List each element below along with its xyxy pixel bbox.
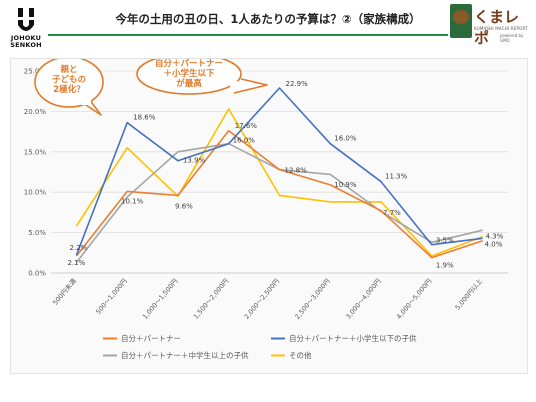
data-label: 22.9%	[286, 80, 309, 88]
y-tick-label: 0.0%	[28, 270, 46, 278]
data-label: 10.9%	[334, 181, 357, 189]
brand-powered-by: powered by GMO	[500, 33, 524, 43]
brand-mascot-icon	[450, 4, 472, 38]
y-tick-label: 10.0%	[24, 189, 47, 197]
data-label: 16.0%	[233, 137, 256, 145]
x-tick-label: 5,000円以上	[453, 276, 485, 311]
x-tick-label: 1,000～1,500円	[141, 277, 179, 321]
x-tick-label: 1,500～2,000円	[192, 277, 230, 321]
brand-subtitle: KUMASHI MACHI REPORT	[474, 26, 528, 31]
series-line	[75, 108, 483, 257]
data-label: 12.8%	[285, 167, 308, 175]
callout-bubble-2	[136, 59, 242, 95]
y-tick-label: 20.0%	[24, 108, 47, 116]
chart-data-labels: 2.1% 10.1% 9.6% 17.6% 12.8% 10.9% 7.7% 1.9% 4.0%…	[67, 80, 503, 270]
callout-bubble-1	[34, 59, 104, 108]
x-tick-label: 2,000～2,500円	[243, 277, 281, 321]
y-tick-label: 25.0%	[24, 68, 47, 76]
data-label: 9.6%	[175, 202, 193, 210]
company-logo: JOHOKU SENKOH	[8, 8, 42, 52]
data-label: 7.7%	[383, 209, 401, 217]
company-logo-line1: JOHOKU	[10, 34, 42, 42]
callout-text: 親と	[60, 64, 77, 75]
legend-label: 自分＋パートナー＋中学生以上の子供	[121, 350, 249, 360]
callout-text: ＋小学生以下	[163, 68, 215, 79]
data-label: 4.0%	[485, 241, 503, 249]
company-logo-line2: SENKOH	[10, 41, 42, 49]
series-line	[75, 87, 483, 256]
line-chart: 0.0% 5.0% 10.0% 15.0% 20.0% 25.0% 500円未満 500～1,…	[24, 59, 508, 360]
x-tick-label: 3,000～4,000円	[344, 277, 382, 321]
page-title: 今年の土用の丑の日、1人あたりの予算は？②（家族構成）	[115, 12, 421, 26]
data-label: 1.9%	[436, 262, 454, 270]
legend-label: 自分＋パートナー＋小学生以下の子供	[289, 333, 417, 343]
x-tick-label: 500円未満	[51, 276, 79, 307]
callout-text: が最高	[176, 78, 202, 89]
y-tick-label: 5.0%	[28, 229, 46, 237]
data-label: 17.6%	[235, 122, 258, 130]
callout-text: 2極化？	[53, 84, 84, 95]
x-tick-label: 500～1,000円	[94, 277, 128, 316]
callout-pointer	[233, 78, 268, 94]
title-underline	[48, 34, 448, 36]
brand-logo: くまレポ KUMASHI MACHI REPORT powered by GMO	[450, 4, 530, 47]
company-logo-text: JOHOKU SENKOH	[8, 35, 44, 49]
callout-text: 自分＋パートナー	[155, 59, 223, 69]
chart-legend: 自分＋パートナー 自分＋パートナー＋小学生以下の子供自分＋パートナー＋中学生以上の…	[103, 333, 417, 360]
data-label: 18.6%	[133, 114, 156, 122]
legend-label: 自分＋パートナー	[121, 333, 181, 343]
data-label: 13.9%	[183, 157, 206, 165]
data-label: 3.5%	[436, 237, 454, 245]
company-logo-mark	[18, 8, 34, 31]
chart-panel: 0.0% 5.0% 10.0% 15.0% 20.0% 25.0% 500円未満 500～1,…	[10, 58, 528, 374]
data-label: 2.1%	[67, 259, 85, 267]
data-label: 4.3%	[486, 232, 504, 240]
legend-label: その他	[289, 350, 312, 360]
y-tick-label: 15.0%	[24, 148, 47, 156]
brand-name: くまレポ	[474, 8, 520, 47]
x-tick-label: 2,500～3,000円	[293, 277, 331, 321]
x-tick-label: 4,000～5,000円	[395, 277, 433, 321]
data-label: 10.1%	[121, 197, 144, 205]
callout-text: 子どもの	[52, 74, 86, 85]
data-label: 11.3%	[385, 173, 408, 181]
data-label: 2.2%	[69, 244, 87, 252]
series-line	[75, 130, 483, 259]
chart-series	[75, 87, 483, 263]
data-label: 16.0%	[334, 135, 357, 143]
